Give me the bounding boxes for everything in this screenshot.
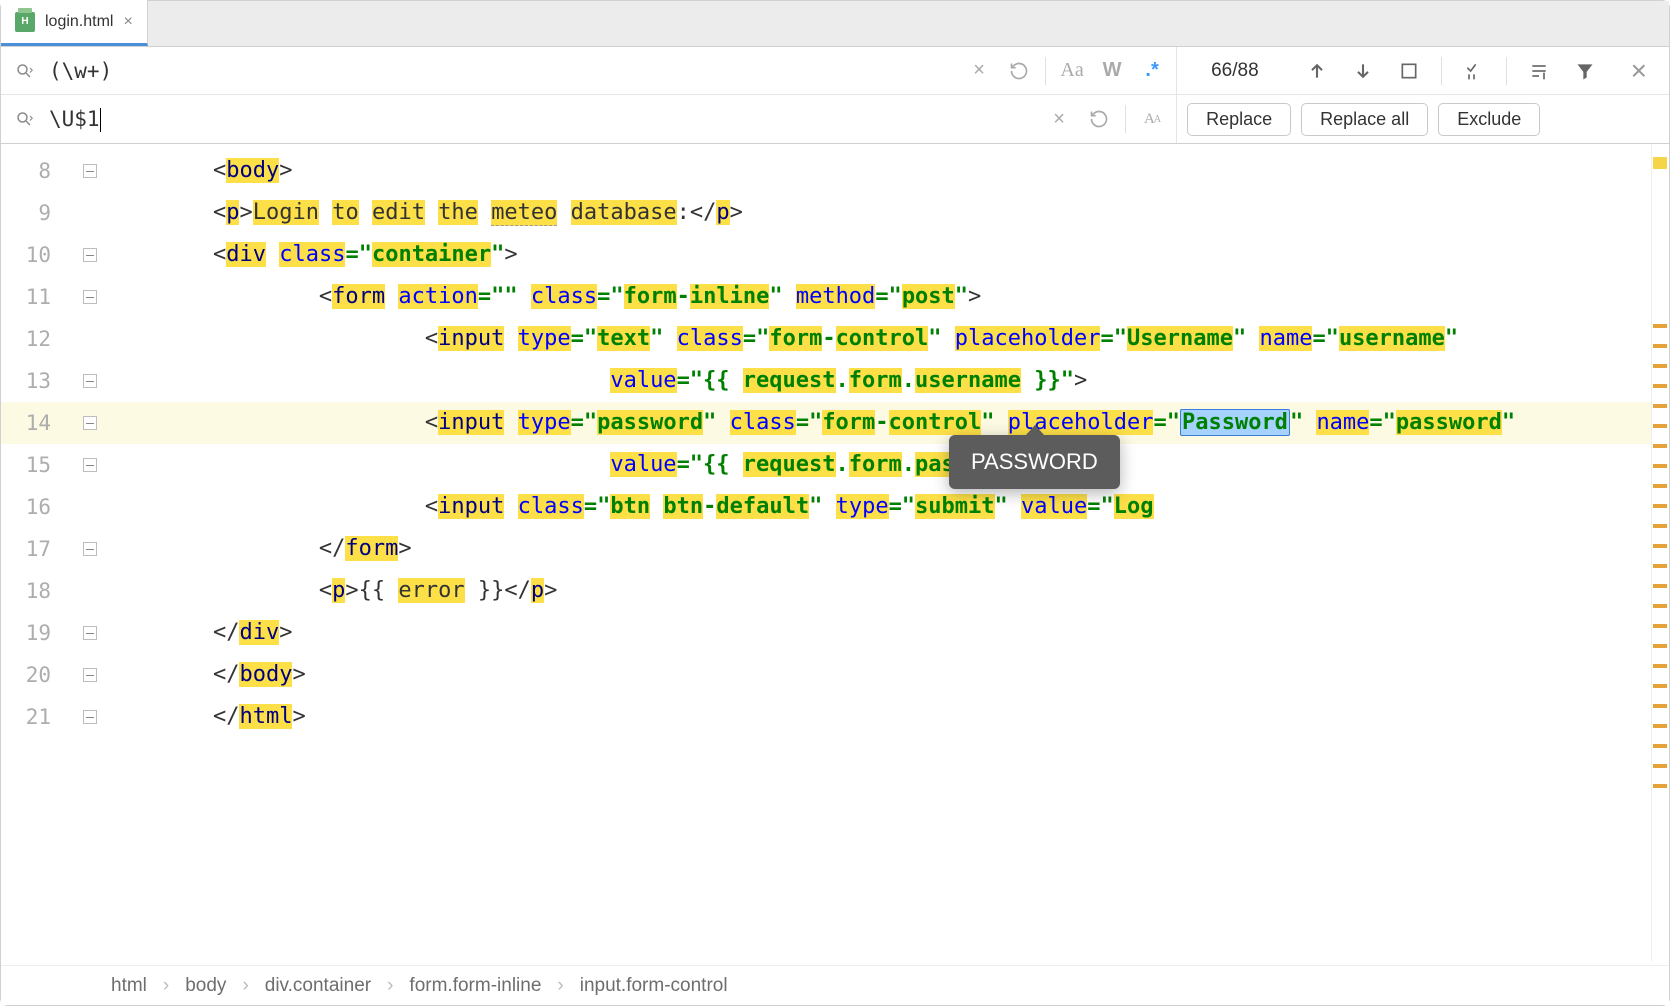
fold-icon[interactable] [83,458,97,472]
find-row: × Aa W .* [1,47,1176,95]
tab-filename: login.html [45,13,113,31]
code-area[interactable]: <body> <p>Login to edit the meteo databa… [107,144,1651,961]
replace-search-icon[interactable] [11,110,37,128]
fold-icon[interactable] [83,542,97,556]
close-search-icon[interactable]: × [1623,55,1655,87]
marker[interactable] [1653,704,1667,708]
replace-all-button[interactable]: Replace all [1301,103,1428,136]
line-number-gutter: 89101112131415161718192021 [1,144,107,961]
next-match-icon[interactable] [1349,57,1377,85]
marker[interactable] [1653,784,1667,788]
fold-icon[interactable] [83,164,97,178]
replace-input[interactable]: \U$1 [49,107,1033,132]
marker[interactable] [1653,664,1667,668]
marker[interactable] [1653,444,1667,448]
marker[interactable] [1653,764,1667,768]
preserve-case-icon[interactable]: AA [1138,105,1166,133]
add-selection-icon[interactable] [1460,57,1488,85]
replace-preview-tooltip: PASSWORD [949,435,1120,489]
marker-strip[interactable] [1651,144,1669,961]
html-file-icon: H [15,12,35,32]
chevron-right-icon: › [242,975,248,997]
marker[interactable] [1653,744,1667,748]
marker[interactable] [1653,724,1667,728]
history-icon[interactable] [1005,57,1033,85]
fold-icon[interactable] [83,626,97,640]
marker[interactable] [1653,364,1667,368]
select-all-icon[interactable] [1395,57,1423,85]
replace-history-icon[interactable] [1085,105,1113,133]
marker[interactable] [1653,644,1667,648]
marker[interactable] [1653,684,1667,688]
marker[interactable] [1653,157,1667,169]
marker[interactable] [1653,544,1667,548]
divider [1045,57,1046,85]
in-selection-icon[interactable] [1525,57,1553,85]
marker[interactable] [1653,344,1667,348]
chevron-right-icon: › [557,975,563,997]
marker[interactable] [1653,424,1667,428]
file-tab[interactable]: H login.html × [1,0,148,46]
breadcrumb-item[interactable]: html [111,975,147,997]
breadcrumb-item[interactable]: form.form-inline [409,975,541,997]
marker[interactable] [1653,524,1667,528]
marker[interactable] [1653,624,1667,628]
fold-icon[interactable] [83,290,97,304]
divider [1441,57,1442,85]
chevron-right-icon: › [163,975,169,997]
match-case-icon[interactable]: Aa [1058,57,1086,85]
marker[interactable] [1653,564,1667,568]
tab-bar: H login.html × [1,1,1669,47]
replace-row: \U$1 × AA [1,95,1176,143]
chevron-right-icon: › [387,975,393,997]
fold-icon[interactable] [83,668,97,682]
match-count: 66/88 [1191,60,1279,82]
marker[interactable] [1653,504,1667,508]
regex-icon[interactable]: .* [1138,57,1166,85]
search-icon[interactable] [11,62,37,80]
filter-icon[interactable] [1571,57,1599,85]
marker[interactable] [1653,384,1667,388]
fold-icon[interactable] [83,374,97,388]
marker[interactable] [1653,464,1667,468]
marker[interactable] [1653,324,1667,328]
marker[interactable] [1653,484,1667,488]
replace-button[interactable]: Replace [1187,103,1291,136]
clear-replace-icon[interactable]: × [1045,105,1073,133]
divider [1506,57,1507,85]
clear-find-icon[interactable]: × [965,57,993,85]
exclude-button[interactable]: Exclude [1438,103,1540,136]
divider [1125,105,1126,133]
prev-match-icon[interactable] [1303,57,1331,85]
fold-icon[interactable] [83,248,97,262]
breadcrumb-item[interactable]: input.form-control [580,975,728,997]
tab-close-icon[interactable]: × [123,13,132,31]
breadcrumb-item[interactable]: div.container [265,975,371,997]
marker[interactable] [1653,404,1667,408]
fold-icon[interactable] [83,710,97,724]
find-input[interactable] [49,59,953,83]
words-icon[interactable]: W [1098,57,1126,85]
editor: 89101112131415161718192021 <body> <p>Log… [1,144,1669,961]
marker[interactable] [1653,604,1667,608]
breadcrumb[interactable]: html › body › div.container › form.form-inline… [1,965,1669,1005]
breadcrumb-item[interactable]: body [185,975,226,997]
marker[interactable] [1653,584,1667,588]
find-replace-panel: × Aa W .* \U$1 × AA 66/88 [1,47,1669,144]
fold-icon[interactable] [83,416,97,430]
